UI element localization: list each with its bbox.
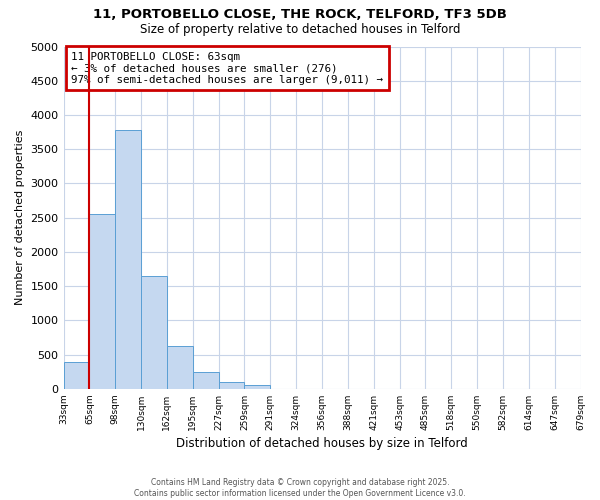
Y-axis label: Number of detached properties: Number of detached properties [15, 130, 25, 306]
Bar [115, 130, 141, 389]
Bar [141, 276, 167, 389]
Bar [193, 372, 218, 389]
Text: 11, PORTOBELLO CLOSE, THE ROCK, TELFORD, TF3 5DB: 11, PORTOBELLO CLOSE, THE ROCK, TELFORD,… [93, 8, 507, 20]
Bar [218, 382, 244, 389]
Bar [89, 214, 115, 389]
Text: Size of property relative to detached houses in Telford: Size of property relative to detached ho… [140, 22, 460, 36]
Bar [64, 362, 89, 389]
Text: 11 PORTOBELLO CLOSE: 63sqm
← 3% of detached houses are smaller (276)
97% of semi: 11 PORTOBELLO CLOSE: 63sqm ← 3% of detac… [71, 52, 383, 85]
X-axis label: Distribution of detached houses by size in Telford: Distribution of detached houses by size … [176, 437, 468, 450]
Text: Contains HM Land Registry data © Crown copyright and database right 2025.
Contai: Contains HM Land Registry data © Crown c… [134, 478, 466, 498]
Bar [244, 386, 271, 389]
Bar [167, 346, 193, 389]
